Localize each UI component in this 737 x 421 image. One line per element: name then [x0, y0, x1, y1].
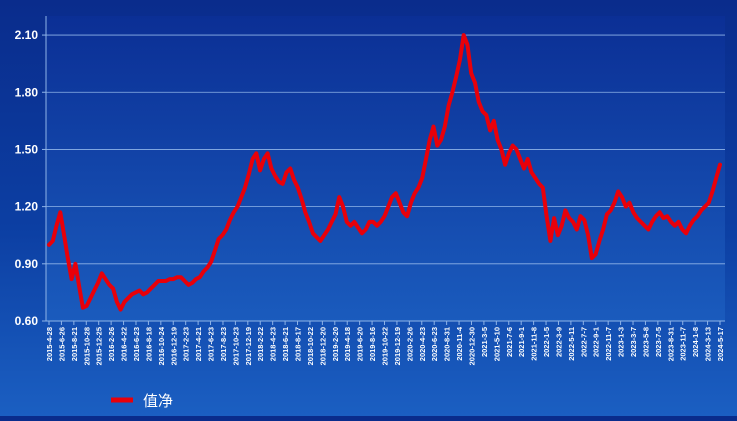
- x-tick-label: 2023-5-8: [641, 327, 650, 357]
- y-tick-label: 1.50: [15, 142, 39, 156]
- x-tick-label: 2024-1-8: [691, 327, 700, 357]
- x-tick-label: 2020-12-30: [467, 327, 476, 365]
- x-tick-label: 2016-6-23: [132, 327, 141, 361]
- x-tick-label: 2018-2-22: [256, 327, 265, 361]
- y-tick-label: 1.80: [15, 85, 39, 99]
- y-tick-label: 2.10: [15, 28, 39, 42]
- x-tick-label: 2022-3-9: [554, 327, 563, 357]
- x-tick-label: 2021-9-1: [517, 327, 526, 357]
- x-tick-label: 2023-3-7: [629, 327, 638, 357]
- y-tick-label: 1.20: [15, 200, 39, 214]
- x-tick-label: 2020-11-4: [455, 326, 464, 361]
- x-tick-label: 2017-4-21: [194, 327, 203, 361]
- x-tick-label: 2015-12-25: [95, 327, 104, 365]
- y-axis-ticks: 0.60 0.90 1.20 1.50 1.80 2.10: [15, 28, 46, 328]
- x-tick-label: 2017-8-23: [219, 327, 228, 361]
- series-layer: [47, 33, 722, 312]
- x-tick-label: 2018-8-17: [294, 327, 303, 361]
- legend-label: 值净: [143, 393, 173, 410]
- x-tick-label: 2015-10-28: [82, 327, 91, 365]
- x-tick-label: 2023-7-5: [654, 327, 663, 357]
- x-tick-label: 2019-6-20: [356, 327, 365, 361]
- x-tick-label: 2022-11-7: [604, 327, 613, 361]
- x-tick-label: 2022-1-5: [542, 327, 551, 357]
- x-tick-label: 2016-4-22: [120, 327, 129, 361]
- x-tick-label: 2018-6-21: [281, 327, 290, 361]
- x-tick-label: 2020-4-23: [418, 327, 427, 361]
- x-tick-label: 2015-8-21: [70, 327, 79, 361]
- x-axis-ticks: 2015-4-28 2015-6-26 2015-8-21 2015-10-28 201…: [45, 321, 725, 365]
- x-tick-label: 2022-9-1: [592, 327, 601, 357]
- x-tick-label: 2017-12-19: [244, 327, 253, 365]
- x-tick-label: 2024-5-17: [716, 327, 725, 361]
- x-tick-label: 2015-4-28: [45, 327, 54, 361]
- x-tick-label: 2017-2-23: [182, 327, 191, 361]
- x-tick-label: 2019-2-20: [331, 327, 340, 361]
- x-tick-label: 2016-10-24: [157, 326, 166, 365]
- x-tick-label: 2023-11-7: [679, 327, 688, 361]
- x-tick-label: 2019-12-19: [393, 327, 402, 365]
- x-tick-label: 2021-5-10: [492, 327, 501, 361]
- x-tick-label: 2016-2-26: [107, 327, 116, 361]
- x-tick-label: 2017-10-23: [231, 327, 240, 365]
- x-tick-label: 2024-3-13: [704, 327, 713, 361]
- y-tick-label: 0.90: [15, 257, 39, 271]
- x-tick-label: 2019-10-22: [381, 327, 390, 365]
- y-tick-label: 0.60: [15, 314, 39, 328]
- x-tick-label: 2021-11-8: [530, 327, 539, 361]
- x-tick-label: 2019-8-16: [368, 327, 377, 361]
- x-tick-label: 2020-2-26: [405, 327, 414, 361]
- x-tick-label: 2022-7-7: [579, 327, 588, 357]
- x-tick-label: 2021-7-6: [505, 327, 514, 357]
- plot-area: [46, 16, 725, 321]
- x-tick-label: 2019-4-18: [343, 327, 352, 361]
- x-tick-label: 2018-12-20: [318, 327, 327, 365]
- x-tick-label: 2020-6-23: [430, 327, 439, 361]
- x-tick-label: 2021-3-5: [480, 327, 489, 357]
- legend: 值净: [111, 393, 173, 410]
- x-tick-label: 2020-8-31: [443, 327, 452, 361]
- x-tick-label: 2016-8-18: [144, 327, 153, 361]
- x-tick-label: 2016-12-19: [169, 327, 178, 365]
- x-tick-label: 2018-4-23: [269, 327, 278, 361]
- x-tick-label: 2023-1-3: [617, 327, 626, 357]
- x-tick-label: 2017-6-23: [207, 327, 216, 361]
- x-tick-label: 2022-5-11: [567, 327, 576, 361]
- x-tick-label: 2015-6-26: [57, 327, 66, 361]
- x-tick-label: 2023-8-31: [666, 327, 675, 361]
- series-line-0: [47, 33, 722, 312]
- x-tick-label: 2018-10-22: [306, 327, 315, 365]
